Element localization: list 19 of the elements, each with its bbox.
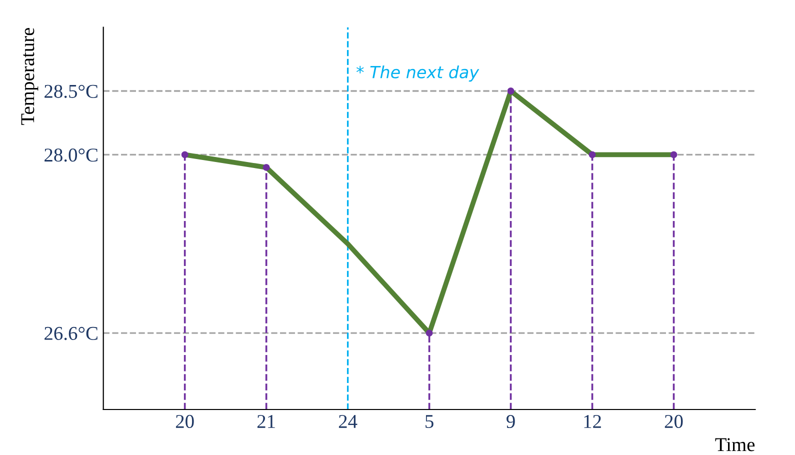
y-tick-label: 28.5°C: [44, 84, 98, 98]
point: [426, 330, 433, 337]
x-tick-label: 24: [338, 414, 358, 428]
y-tick-label: 28.0°C: [44, 148, 98, 162]
x-tick-label: 12: [584, 414, 601, 428]
x-tick-label: 20: [664, 414, 683, 428]
point: [262, 164, 270, 171]
y-axis-title: Temperature: [21, 28, 38, 125]
x-axis-title: Time: [715, 438, 755, 452]
ref-line-label: * The next day: [356, 66, 480, 82]
y-tick-label: 26.6°C: [44, 326, 98, 340]
x-tick-label: 5: [426, 415, 434, 428]
point: [507, 88, 514, 94]
x-tick-label: 20: [176, 414, 194, 428]
x-tick-label: 21: [257, 414, 275, 428]
point: [670, 151, 678, 158]
point: [588, 151, 596, 158]
x-tick-label: 9: [506, 414, 515, 428]
point: [181, 151, 188, 158]
